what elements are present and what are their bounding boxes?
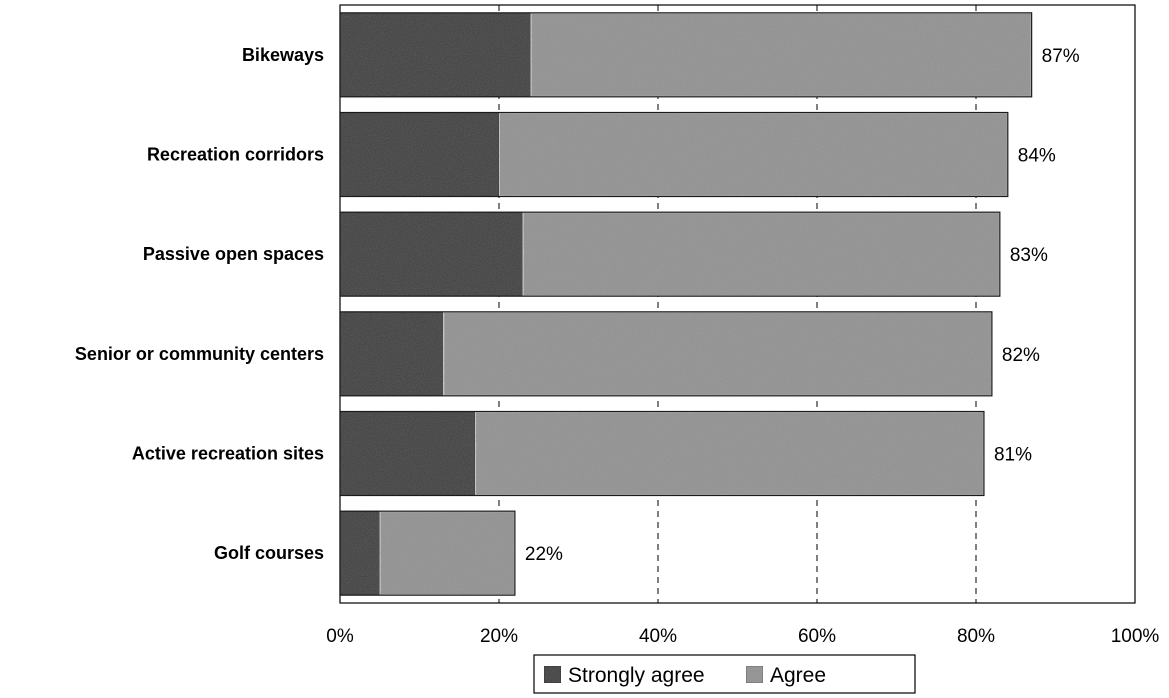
category-label: Bikeways — [242, 45, 324, 65]
bar-agree — [521, 211, 1001, 298]
bar-outline — [339, 211, 1001, 297]
bar-outline — [339, 510, 516, 596]
legend-label: Strongly agree — [568, 664, 705, 687]
grid-lines — [498, 5, 977, 603]
bar-agree — [474, 410, 985, 497]
bar-strongly-agree — [339, 311, 444, 397]
category-label: Recreation corridors — [147, 145, 324, 165]
category-label: Passive open spaces — [143, 244, 324, 264]
x-tick-label: 40% — [639, 626, 677, 647]
legend-swatch — [543, 665, 562, 684]
data-label: 82% — [1002, 345, 1040, 366]
bar-outline — [339, 12, 1033, 98]
bar-agree — [442, 310, 993, 397]
bar-strongly-agree — [339, 211, 524, 297]
bar-agree — [529, 11, 1033, 98]
data-label: 83% — [1010, 245, 1048, 266]
x-tick-label: 60% — [798, 626, 836, 647]
data-label: 87% — [1042, 46, 1080, 67]
bars — [339, 11, 1033, 597]
data-label: 22% — [525, 544, 563, 565]
x-tick-label: 100% — [1111, 626, 1160, 647]
bar-strongly-agree — [339, 411, 476, 496]
bar-strongly-agree — [339, 112, 500, 197]
bar-outline — [339, 111, 1009, 198]
category-label: Senior or community centers — [75, 344, 324, 364]
category-labels: Bikeways Recreation corridors Passive open… — [75, 45, 324, 563]
bar-strongly-agree — [339, 12, 532, 98]
category-label: Golf courses — [214, 543, 324, 563]
legend-box — [533, 654, 916, 694]
legend: Strongly agree Agree — [533, 654, 916, 694]
bar-agree — [378, 510, 516, 597]
x-tick-label: 0% — [326, 626, 354, 647]
data-labels: 87% 84% 83% 82% 81% 22% — [525, 46, 1080, 565]
category-label: Active recreation sites — [132, 444, 324, 464]
data-label: 84% — [1018, 146, 1056, 167]
bar-outline — [339, 410, 985, 497]
legend-label: Agree — [770, 664, 826, 687]
bar-strongly-agree — [339, 510, 381, 596]
legend-swatch — [745, 665, 764, 684]
plot-area-frame — [339, 4, 1136, 604]
bar-outline — [339, 311, 993, 397]
x-axis-ticks: 0% 20% 40% 60% 80% 100% — [326, 626, 1159, 647]
data-label: 81% — [994, 445, 1032, 466]
x-tick-label: 80% — [957, 626, 995, 647]
x-tick-label: 20% — [480, 626, 518, 647]
bar-agree — [498, 111, 1009, 198]
